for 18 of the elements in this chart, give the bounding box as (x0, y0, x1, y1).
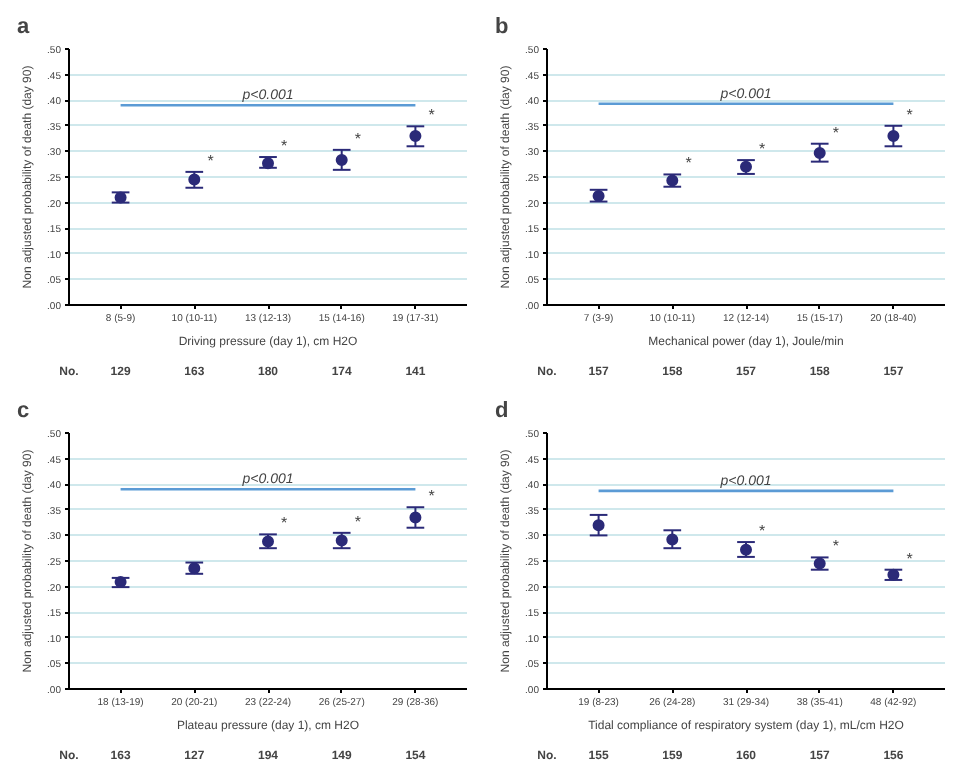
annotation: * (354, 129, 362, 148)
annotation: * (832, 123, 840, 142)
annotation: * (207, 151, 214, 170)
annotation: * (428, 106, 435, 125)
annotation: * (906, 549, 913, 568)
annotation: * (759, 522, 766, 541)
annotation: * (428, 487, 435, 506)
annotation: * (832, 537, 840, 556)
annotation: * (281, 137, 288, 156)
chart-title: b (495, 15, 509, 39)
chart-title: d (495, 399, 509, 423)
annotation: * (685, 154, 692, 173)
annotation: * (759, 140, 766, 159)
chart-title: a (17, 15, 31, 39)
annotation: * (354, 512, 362, 531)
annotation: * (906, 105, 913, 124)
chart-title: c (17, 399, 30, 423)
annotation: * (281, 514, 288, 533)
